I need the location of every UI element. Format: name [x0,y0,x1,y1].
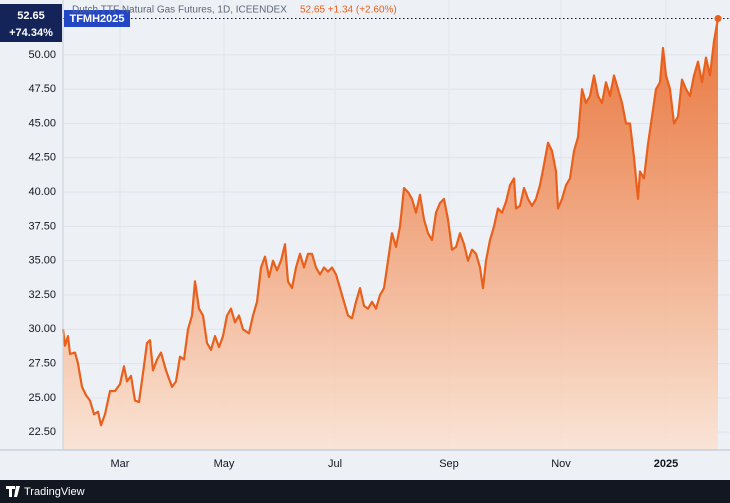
y-tick-label: 30.00 [28,323,56,335]
y-tick-label: 27.50 [28,357,56,369]
footer-brand[interactable]: TradingView [24,486,85,498]
y-tick-label: 40.00 [28,186,56,198]
y-tick-label: 25.00 [28,392,56,404]
x-tick-label: Sep [439,458,459,470]
y-tick-label: 22.50 [28,426,56,438]
area-fill [63,18,718,450]
last-price-dot [714,15,722,23]
x-tick-label: May [214,458,235,470]
y-tick-label: 45.00 [28,117,56,129]
price-badge [0,4,62,42]
quote: 52.65 +1.34 (+2.60%) [300,5,397,16]
y-tick-label: 37.50 [28,220,56,232]
y-tick-label: 50.00 [28,49,56,61]
footer-bar [0,480,730,503]
x-tick-label: Mar [111,458,130,470]
badge-change: +74.34% [9,27,53,39]
y-tick-label: 35.00 [28,255,56,267]
y-tick-label: 47.50 [28,83,56,95]
logo [6,486,20,497]
symbol-badge [64,10,130,27]
x-tick-label: Jul [328,458,342,470]
chart-title: Dutch TTF Natural Gas Futures, 1D, ICEEN… [72,5,287,16]
badge-symbol: TFMH2025 [69,13,124,25]
x-tick-label: 2025 [654,458,678,470]
badge-price: 52.65 [17,10,45,22]
price-line [61,18,720,427]
x-tick-label: Nov [551,458,571,470]
y-tick-label: 42.50 [28,152,56,164]
y-tick-label: 32.50 [28,289,56,301]
